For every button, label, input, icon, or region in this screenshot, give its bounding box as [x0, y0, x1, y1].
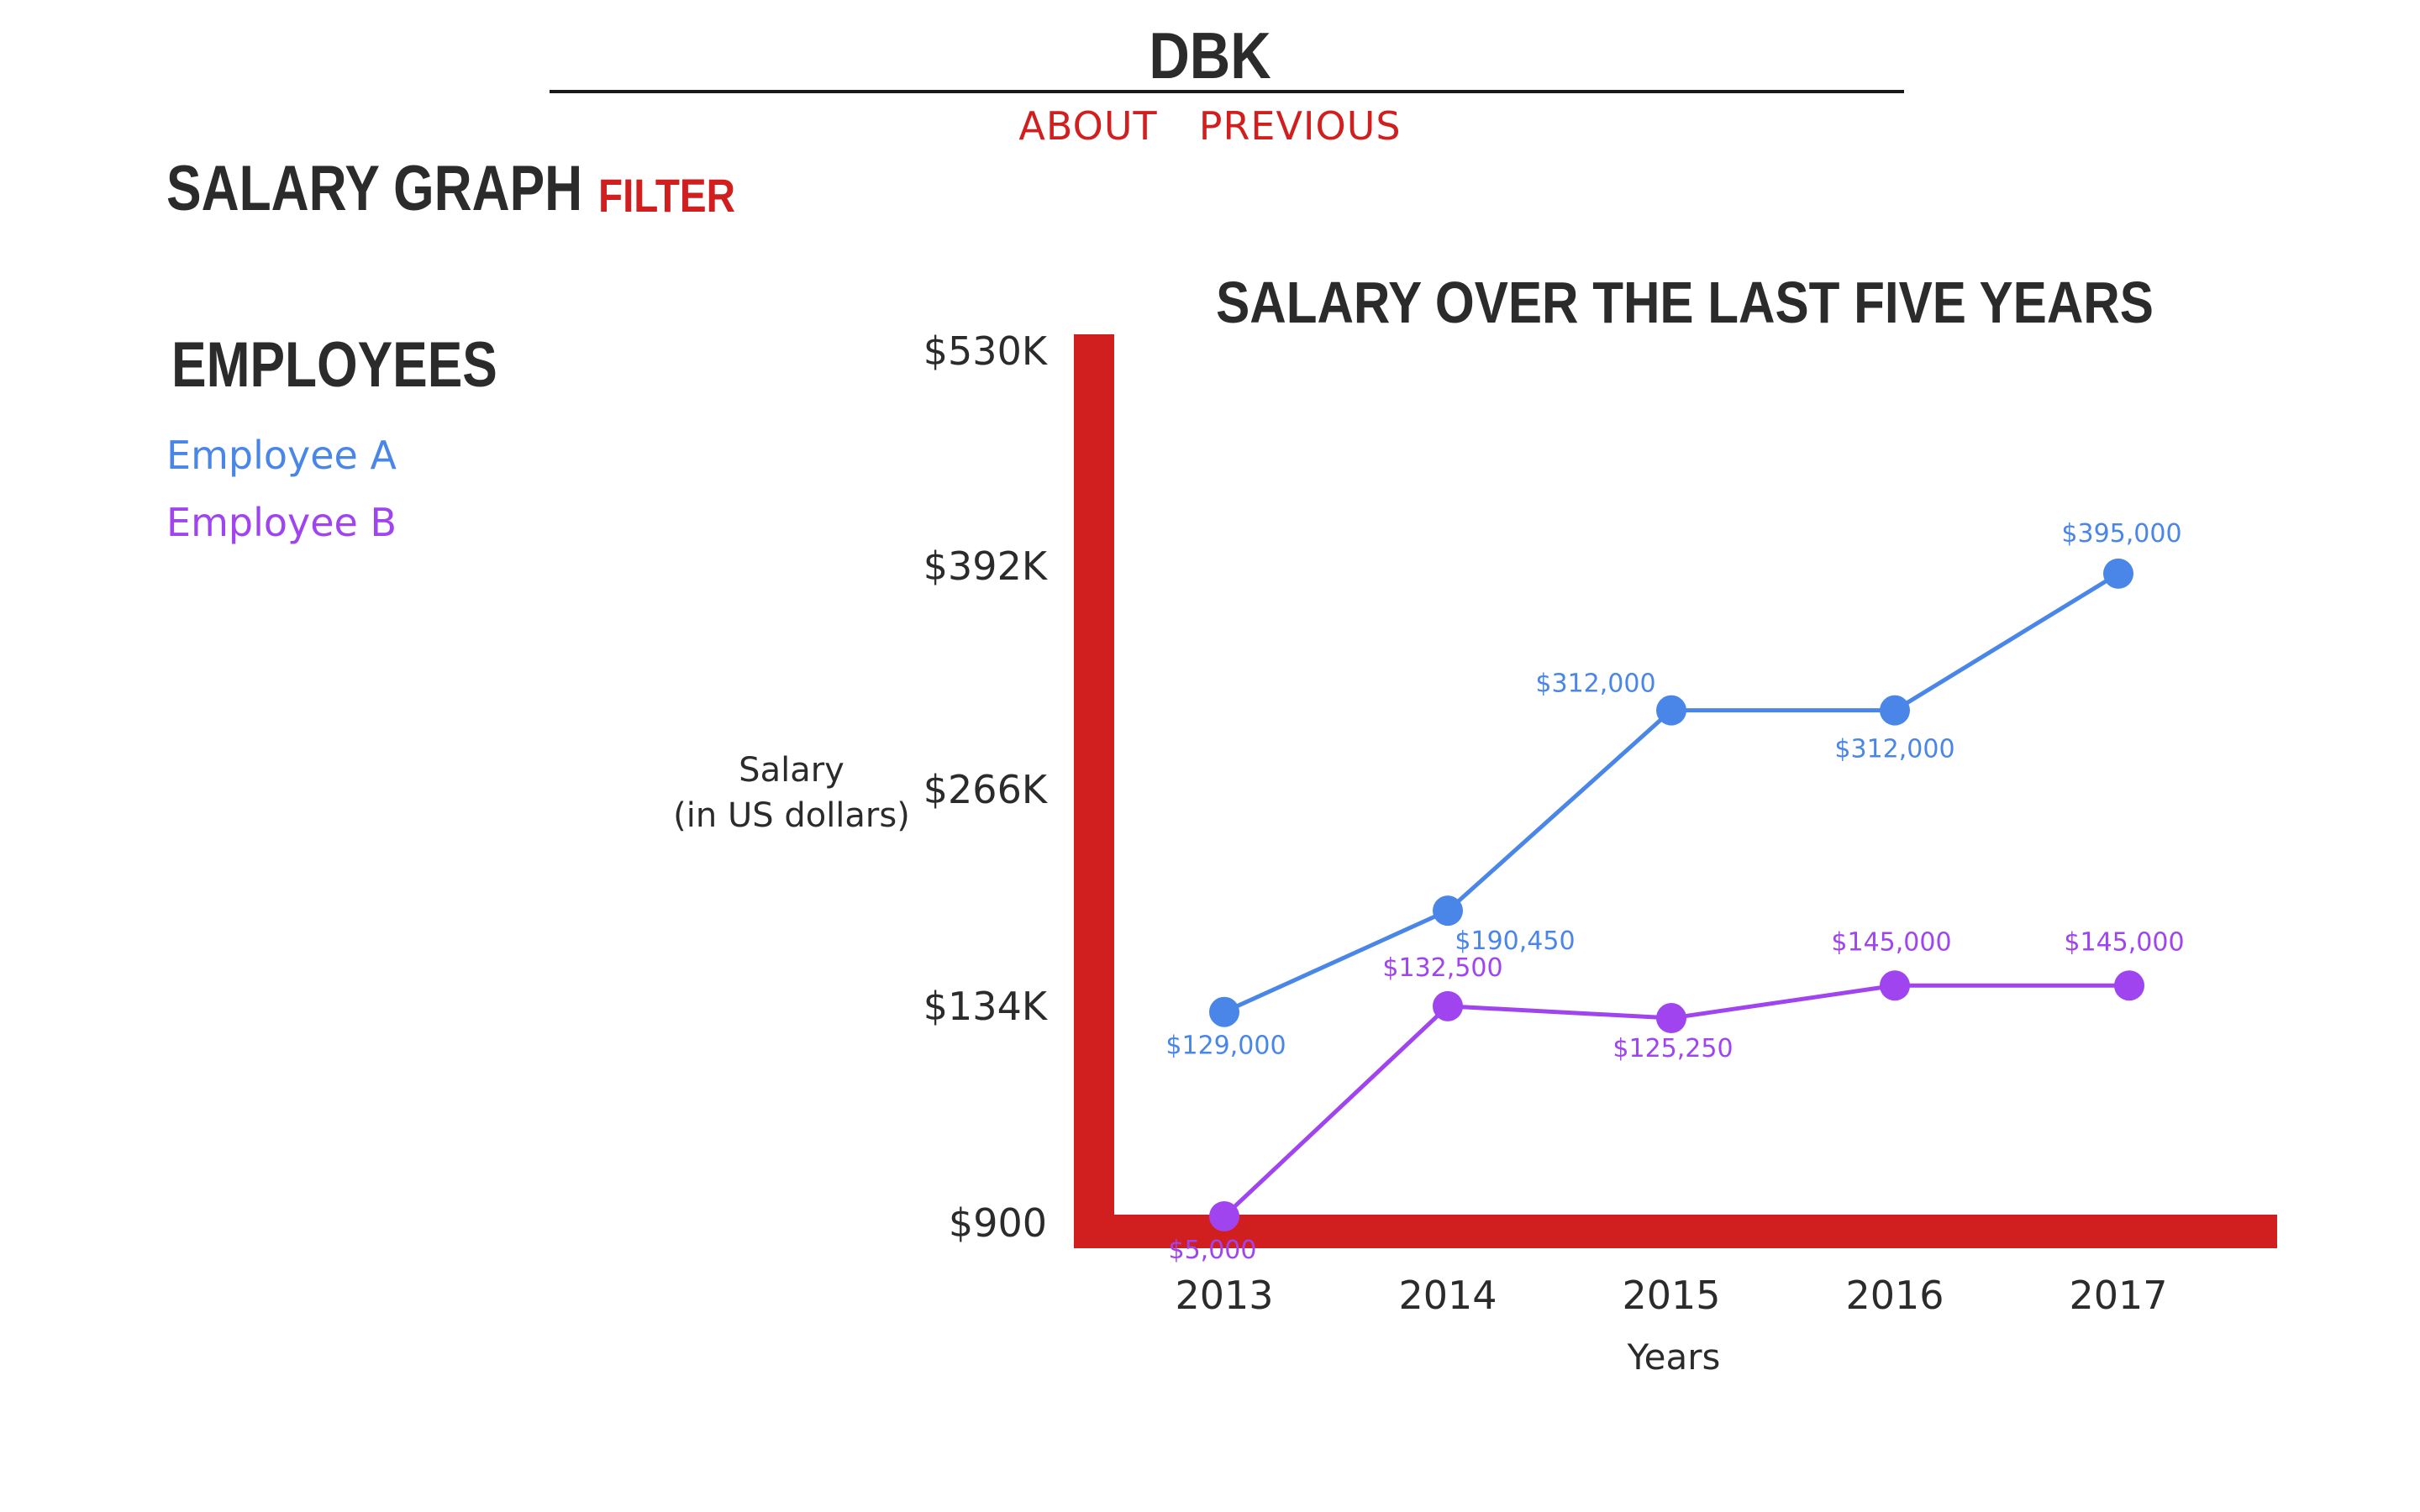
data-point[interactable]: [1433, 990, 1463, 1021]
y-tick-label: $530K: [923, 328, 1049, 374]
y-axis-label-line-1: Salary: [739, 751, 844, 790]
series-line-employee-a: [1223, 571, 2120, 1014]
data-point[interactable]: [1656, 1003, 1686, 1034]
y-tick-label: $134K: [923, 984, 1049, 1029]
data-label: $312,000: [1834, 735, 1954, 764]
data-point[interactable]: [2114, 970, 2144, 1001]
data-label: $145,000: [2064, 927, 2184, 957]
employee-b-link[interactable]: Employee B: [166, 500, 397, 545]
y-tick-label: $266K: [923, 767, 1049, 812]
employees-heading: EMPLOYEES: [171, 329, 497, 401]
data-label: $190,450: [1455, 927, 1575, 956]
data-point[interactable]: [1209, 1200, 1239, 1231]
x-tick-label: 2015: [1622, 1273, 1720, 1318]
x-tick-label: 2014: [1398, 1273, 1497, 1318]
data-point[interactable]: [1880, 695, 1910, 726]
data-point[interactable]: [1880, 970, 1910, 1001]
x-axis-bar: [1074, 1215, 2277, 1248]
x-tick-label: 2013: [1175, 1273, 1273, 1318]
data-point[interactable]: [2103, 558, 2133, 589]
y-tick-label: $392K: [923, 543, 1049, 589]
y-axis-label-line-2: (in US dollars): [673, 796, 910, 835]
site-title: DBK: [1149, 18, 1271, 92]
data-label: $395,000: [2061, 519, 2181, 549]
x-tick-label: 2017: [2069, 1273, 2167, 1318]
nav-about-link[interactable]: ABOUT: [1018, 103, 1158, 149]
chart-title: SALARY OVER THE LAST FIVE YEARS: [1216, 270, 2154, 335]
data-label: $312,000: [1535, 669, 1655, 699]
data-point[interactable]: [1209, 996, 1239, 1027]
page-title: SALARY GRAPH: [166, 153, 583, 224]
filter-button[interactable]: FILTER: [598, 169, 736, 222]
data-label: $129,000: [1165, 1032, 1286, 1061]
x-tick-label: 2016: [1845, 1273, 1944, 1318]
employee-a-link[interactable]: Employee A: [166, 433, 397, 478]
nav-previous-link[interactable]: PREVIOUS: [1198, 103, 1402, 149]
data-label: $5,000: [1169, 1236, 1257, 1265]
data-label: $132,500: [1382, 953, 1502, 983]
data-point[interactable]: [1433, 895, 1463, 927]
data-point[interactable]: [1656, 695, 1686, 726]
main-nav: ABOUT PREVIOUS: [0, 101, 2420, 151]
y-axis-bar: [1074, 334, 1114, 1247]
data-label: $125,250: [1612, 1034, 1733, 1063]
data-label: $145,000: [1831, 927, 1951, 957]
header-divider: [550, 90, 1904, 93]
x-axis-label: Years: [1627, 1336, 1721, 1378]
y-tick-label: $900: [949, 1200, 1047, 1246]
